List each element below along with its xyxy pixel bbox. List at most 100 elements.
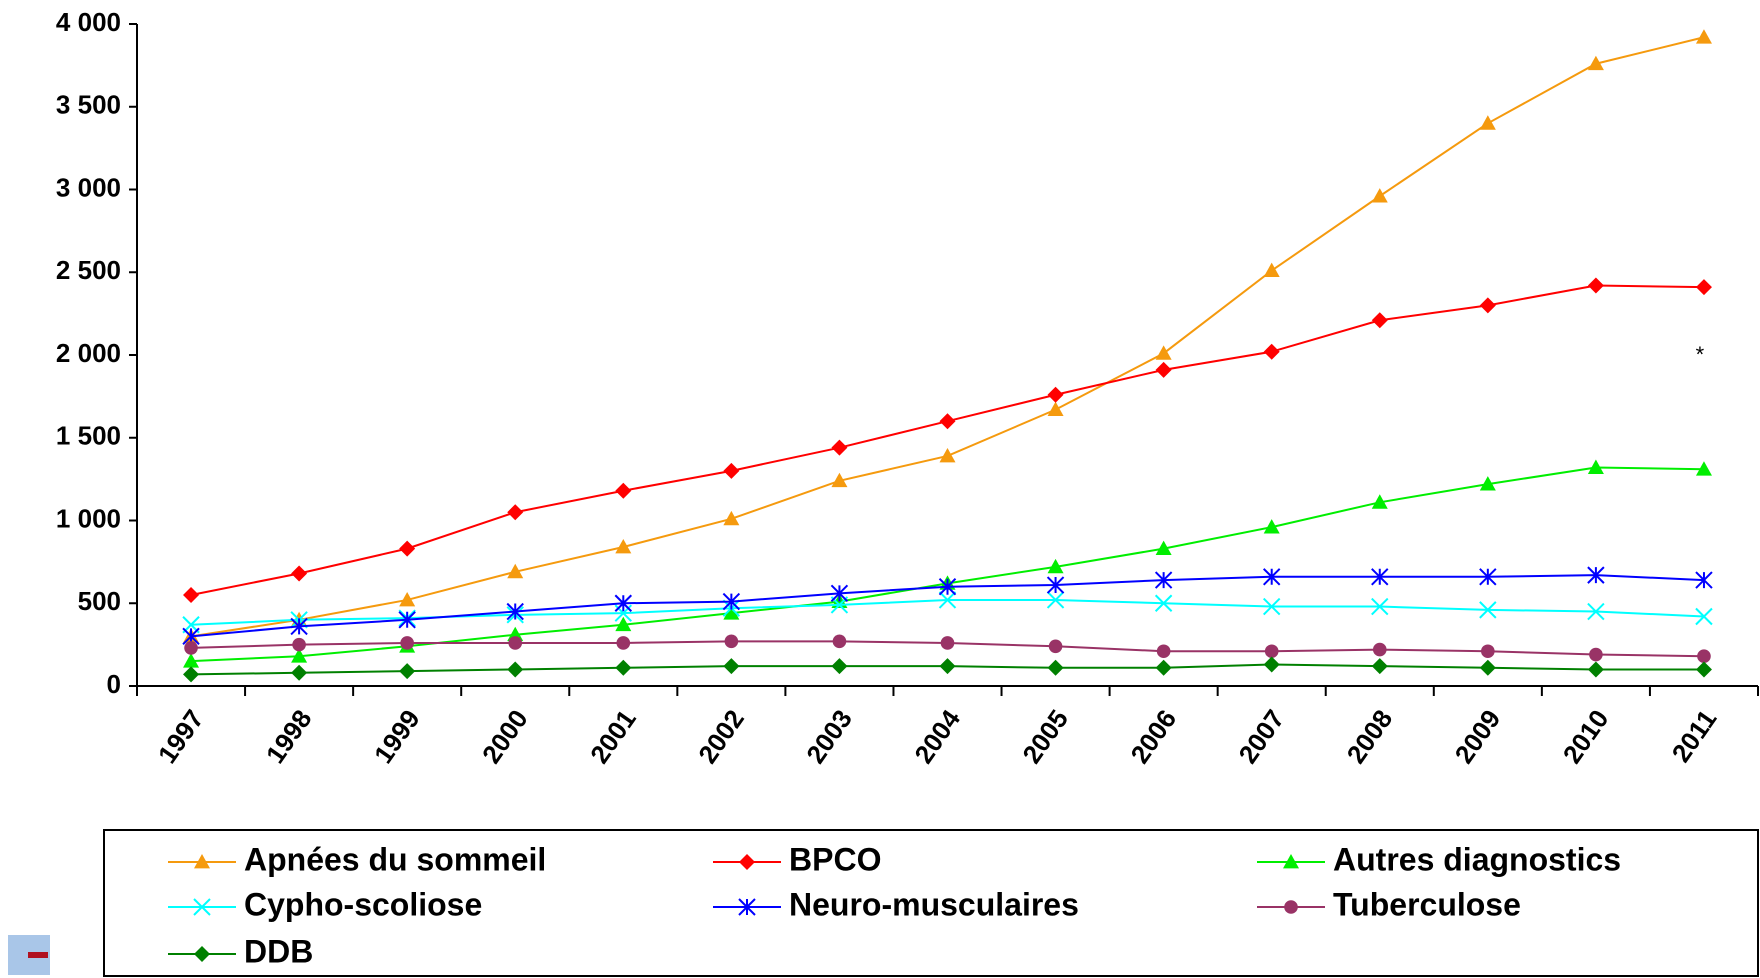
x-tick-label: 2011 <box>1666 704 1723 767</box>
data-point <box>400 636 414 650</box>
data-point <box>1264 644 1279 659</box>
data-point <box>1589 647 1603 662</box>
data-point <box>508 636 523 650</box>
data-point <box>723 510 740 526</box>
data-point <box>830 584 849 603</box>
data-point <box>183 586 200 603</box>
data-point <box>1046 591 1065 609</box>
data-point <box>1154 571 1173 589</box>
y-tick-label: 1 500 <box>56 421 121 451</box>
x-tick-label: 2002 <box>692 704 750 769</box>
data-point <box>616 636 631 650</box>
data-point <box>1156 644 1171 659</box>
data-point <box>1479 476 1496 491</box>
annotation: * <box>1696 342 1705 367</box>
data-point <box>1263 343 1280 360</box>
data-point <box>1155 540 1172 556</box>
data-point <box>939 413 956 430</box>
data-point <box>722 592 741 611</box>
data-point <box>614 594 633 612</box>
x-tick-label: 2004 <box>908 704 966 769</box>
legend-marker <box>194 854 210 869</box>
data-point <box>506 602 524 621</box>
data-point <box>615 482 632 499</box>
legend-label: Neuro-musculaires <box>789 886 1079 922</box>
data-point <box>1371 494 1388 509</box>
data-point <box>939 447 956 463</box>
data-point <box>1371 597 1389 616</box>
data-point <box>1262 568 1281 586</box>
data-point <box>399 540 416 557</box>
legend-marker <box>738 898 756 916</box>
data-point <box>1262 597 1281 616</box>
data-point <box>291 648 308 663</box>
data-point <box>615 659 632 676</box>
data-point <box>1479 297 1496 314</box>
legend-marker <box>193 898 211 916</box>
x-tick-label: 2006 <box>1124 704 1182 769</box>
data-point <box>183 653 200 668</box>
data-point <box>1587 602 1605 621</box>
data-point <box>398 611 416 629</box>
data-point <box>1479 568 1497 586</box>
data-point <box>832 634 847 649</box>
y-tick-label: 2 500 <box>56 255 121 285</box>
data-point <box>723 462 740 479</box>
data-point <box>1155 361 1172 378</box>
y-tick-label: 500 <box>78 586 121 616</box>
y-tick-label: 3 000 <box>56 172 121 202</box>
x-tick-label: 2009 <box>1449 704 1507 769</box>
x-tick-label: 2005 <box>1016 704 1074 769</box>
data-point <box>1587 459 1604 474</box>
legend-label: Cypho-scoliose <box>244 886 482 922</box>
x-tick-label: 1999 <box>368 704 426 769</box>
data-point <box>1263 656 1280 673</box>
data-point <box>1263 262 1280 277</box>
data-point <box>507 661 524 678</box>
data-point <box>1372 642 1387 657</box>
data-point <box>1047 401 1064 417</box>
x-tick-label: 1998 <box>260 704 318 769</box>
legend-marker <box>1284 900 1298 914</box>
data-point <box>1046 576 1065 594</box>
data-point <box>290 617 308 636</box>
data-point <box>1155 345 1172 360</box>
y-tick-label: 1 000 <box>56 503 121 533</box>
data-point <box>1481 644 1495 659</box>
data-point <box>1371 568 1389 586</box>
data-point <box>1695 279 1712 296</box>
data-point <box>184 641 198 655</box>
data-point <box>1154 594 1173 612</box>
data-point <box>399 591 416 607</box>
data-point <box>1587 277 1604 294</box>
data-point <box>1047 659 1064 676</box>
data-point <box>1695 661 1712 678</box>
data-point <box>940 636 955 650</box>
data-point <box>831 439 848 456</box>
legend-label: Apnées du sommeil <box>244 841 546 877</box>
data-point <box>292 637 306 652</box>
x-tick-label: 2007 <box>1232 704 1290 769</box>
data-point <box>1048 639 1063 654</box>
data-point <box>1695 607 1713 626</box>
legend-label: Tuberculose <box>1333 886 1521 922</box>
legend-box <box>103 829 1759 977</box>
data-point <box>1695 571 1713 589</box>
series-line <box>190 598 1705 626</box>
data-point <box>1371 188 1388 203</box>
legend-marker <box>194 946 210 962</box>
data-point <box>291 565 308 582</box>
legend-label: Autres diagnostics <box>1333 841 1621 877</box>
y-tick-label: 2 000 <box>56 338 121 368</box>
series-line <box>190 284 1704 596</box>
data-point <box>831 658 848 675</box>
data-point <box>1587 55 1604 71</box>
legend-label: BPCO <box>789 841 881 877</box>
x-tick-label: 2001 <box>584 704 642 769</box>
logo <box>8 935 50 975</box>
series-line <box>190 466 1704 663</box>
data-point <box>507 563 524 579</box>
y-tick-label: 0 <box>107 669 121 699</box>
data-point <box>1371 312 1388 329</box>
